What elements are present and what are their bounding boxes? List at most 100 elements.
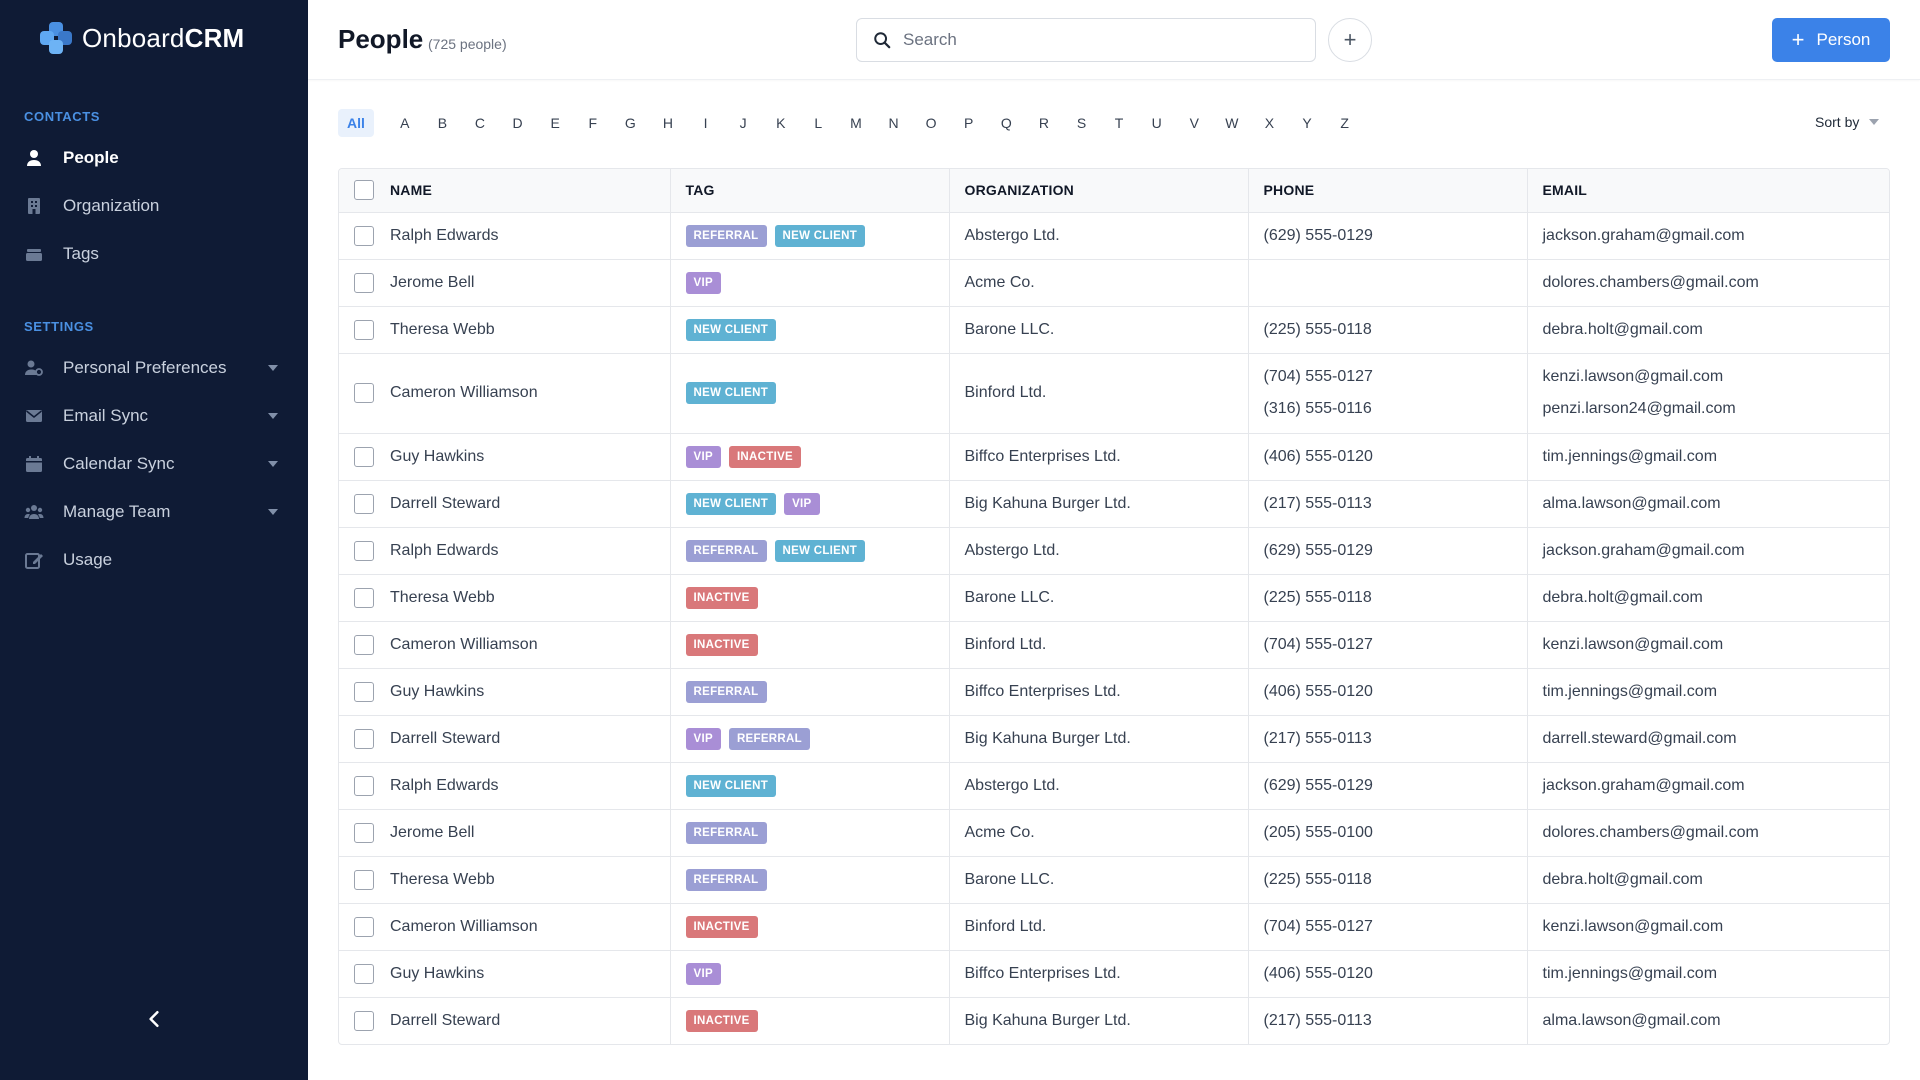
cell-organization[interactable]: Barone LLC.: [949, 306, 1249, 354]
row-checkbox[interactable]: [354, 634, 374, 655]
phone-number[interactable]: (406) 555-0120: [1263, 682, 1373, 700]
email-address[interactable]: darrell.steward@gmail.com: [1542, 729, 1737, 747]
filter-letter-c[interactable]: C: [474, 115, 486, 131]
row-checkbox[interactable]: [354, 446, 374, 467]
email-address[interactable]: jackson.graham@gmail.com: [1542, 541, 1745, 559]
row-checkbox[interactable]: [354, 822, 374, 843]
phone-number[interactable]: (225) 555-0118: [1263, 588, 1372, 606]
email-address[interactable]: tim.jennings@gmail.com: [1542, 682, 1718, 700]
email-address[interactable]: alma.lawson@gmail.com: [1542, 494, 1721, 512]
filter-letter-h[interactable]: H: [662, 115, 674, 131]
sidebar-item-usage[interactable]: Usage: [24, 542, 284, 578]
cell-organization[interactable]: Barone LLC.: [949, 856, 1249, 904]
table-row[interactable]: Darrell Steward VIP REFERRAL Big Kahuna Bur…: [339, 715, 1889, 763]
filter-letter-f[interactable]: F: [588, 115, 598, 131]
phone-number[interactable]: (704) 555-0127: [1263, 368, 1373, 385]
cell-organization[interactable]: Abstergo Ltd.: [949, 527, 1249, 575]
row-checkbox[interactable]: [354, 728, 374, 749]
email-address[interactable]: jackson.graham@gmail.com: [1542, 776, 1745, 794]
filter-letter-d[interactable]: D: [512, 115, 523, 131]
filter-letter-s[interactable]: S: [1076, 115, 1087, 131]
table-row[interactable]: Guy Hawkins REFERRAL Biffco Enterprises Lt…: [339, 668, 1889, 716]
filter-letter-i[interactable]: I: [703, 115, 708, 131]
tag-badge[interactable]: VIP: [685, 962, 721, 985]
tag-badge[interactable]: NEW CLIENT: [774, 224, 866, 247]
phone-number[interactable]: (225) 555-0118: [1263, 870, 1372, 888]
person-name[interactable]: Cameron Williamson: [390, 917, 538, 935]
tag-badge[interactable]: REFERRAL: [685, 539, 767, 562]
filter-letter-g[interactable]: G: [624, 115, 636, 131]
phone-number[interactable]: (629) 555-0129: [1263, 541, 1373, 559]
cell-organization[interactable]: Binford Ltd.: [949, 353, 1249, 434]
phone-number[interactable]: (217) 555-0113: [1263, 729, 1372, 747]
email-address[interactable]: debra.holt@gmail.com: [1542, 870, 1703, 888]
filter-letter-p[interactable]: P: [964, 115, 974, 131]
filter-letter-t[interactable]: T: [1114, 115, 1124, 131]
email-address[interactable]: penzi.larson24@gmail.com: [1542, 400, 1736, 417]
person-name[interactable]: Cameron Williamson: [390, 635, 538, 653]
table-row[interactable]: Theresa Webb REFERRAL Barone LLC. (225) 555…: [339, 856, 1889, 904]
tag-badge[interactable]: INACTIVE: [685, 586, 758, 609]
cell-organization[interactable]: Acme Co.: [949, 259, 1249, 307]
row-checkbox[interactable]: [354, 319, 374, 340]
phone-number[interactable]: (629) 555-0129: [1263, 226, 1373, 244]
email-address[interactable]: kenzi.lawson@gmail.com: [1542, 917, 1724, 935]
person-name[interactable]: Ralph Edwards: [390, 226, 499, 244]
add-person-button[interactable]: + Person: [1772, 18, 1890, 62]
column-header-phone[interactable]: PHONE: [1248, 169, 1528, 213]
search-input[interactable]: [903, 30, 1283, 50]
filter-letter-z[interactable]: Z: [1340, 115, 1349, 131]
filter-all[interactable]: All: [338, 109, 374, 137]
table-row[interactable]: Darrell Steward INACTIVE Big Kahuna Burger…: [339, 997, 1889, 1044]
tag-badge[interactable]: INACTIVE: [685, 633, 758, 656]
tag-badge[interactable]: REFERRAL: [728, 727, 810, 750]
filter-letter-u[interactable]: U: [1151, 115, 1162, 131]
tag-badge[interactable]: REFERRAL: [685, 680, 767, 703]
email-address[interactable]: alma.lawson@gmail.com: [1542, 1011, 1721, 1029]
person-name[interactable]: Theresa Webb: [390, 870, 495, 888]
email-address[interactable]: kenzi.lawson@gmail.com: [1542, 635, 1724, 653]
filter-letter-x[interactable]: X: [1264, 115, 1275, 131]
person-name[interactable]: Guy Hawkins: [390, 964, 485, 982]
phone-number[interactable]: (704) 555-0127: [1263, 635, 1373, 653]
table-row[interactable]: Ralph Edwards REFERRAL NEW CLIENT Abstergo …: [339, 527, 1889, 575]
filter-letter-y[interactable]: Y: [1302, 115, 1312, 131]
email-address[interactable]: dolores.chambers@gmail.com: [1542, 823, 1759, 841]
tag-badge[interactable]: NEW CLIENT: [685, 318, 777, 341]
sidebar-item-tags[interactable]: Tags: [24, 236, 284, 272]
tag-badge[interactable]: VIP: [685, 727, 721, 750]
phone-number[interactable]: (629) 555-0129: [1263, 776, 1373, 794]
phone-number[interactable]: (217) 555-0113: [1263, 494, 1372, 512]
tag-badge[interactable]: NEW CLIENT: [774, 539, 866, 562]
person-name[interactable]: Jerome Bell: [390, 823, 475, 841]
cell-organization[interactable]: Barone LLC.: [949, 574, 1249, 622]
row-checkbox[interactable]: [354, 225, 374, 246]
column-header-name[interactable]: NAME: [339, 169, 671, 213]
person-name[interactable]: Ralph Edwards: [390, 541, 499, 559]
table-row[interactable]: Cameron Williamson INACTIVE Binford Ltd. (7…: [339, 621, 1889, 669]
table-row[interactable]: Guy Hawkins VIP INACTIVE Biffco Enterprises…: [339, 433, 1889, 481]
table-row[interactable]: Cameron Williamson INACTIVE Binford Ltd. (7…: [339, 903, 1889, 951]
person-name[interactable]: Theresa Webb: [390, 320, 495, 338]
app-logo[interactable]: OnboardCRM: [40, 22, 244, 54]
person-name[interactable]: Theresa Webb: [390, 588, 495, 606]
row-checkbox[interactable]: [354, 1010, 374, 1031]
filter-letter-e[interactable]: E: [550, 115, 560, 131]
column-header-tag[interactable]: TAG: [670, 169, 950, 213]
email-address[interactable]: debra.holt@gmail.com: [1542, 588, 1703, 606]
table-row[interactable]: Ralph Edwards REFERRAL NEW CLIENT Abstergo …: [339, 212, 1889, 260]
email-address[interactable]: tim.jennings@gmail.com: [1542, 447, 1718, 465]
tag-badge[interactable]: REFERRAL: [685, 821, 767, 844]
filter-letter-a[interactable]: A: [400, 115, 410, 131]
cell-organization[interactable]: Big Kahuna Burger Ltd.: [949, 997, 1249, 1044]
sidebar-item-personal-preferences[interactable]: Personal Preferences: [24, 350, 284, 386]
phone-number[interactable]: (406) 555-0120: [1263, 447, 1373, 465]
sort-by-dropdown[interactable]: Sort by: [1815, 114, 1880, 130]
tag-badge[interactable]: VIP: [685, 445, 721, 468]
column-header-email[interactable]: EMAIL: [1527, 169, 1889, 213]
column-header-organization[interactable]: ORGANIZATION: [949, 169, 1249, 213]
filter-letter-b[interactable]: B: [437, 115, 448, 131]
phone-number[interactable]: (406) 555-0120: [1263, 964, 1373, 982]
row-checkbox[interactable]: [354, 681, 374, 702]
cell-organization[interactable]: Abstergo Ltd.: [949, 762, 1249, 810]
